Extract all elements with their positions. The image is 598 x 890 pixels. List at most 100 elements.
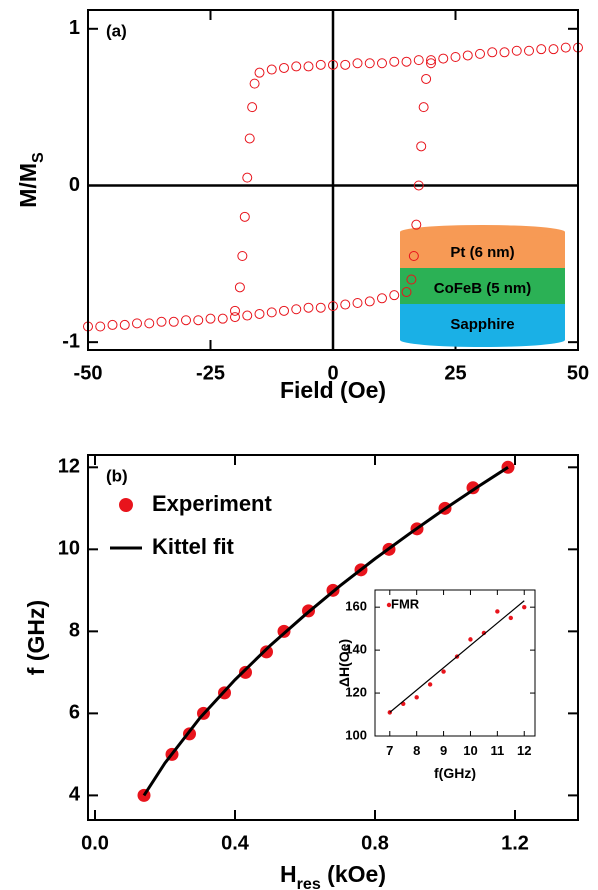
data-point	[468, 637, 473, 642]
data-point	[266, 64, 277, 75]
y-tick-label: 8	[69, 620, 80, 642]
x-tick-label: 11	[490, 743, 504, 758]
layer	[400, 268, 565, 304]
data-point	[249, 78, 260, 89]
legend-swatch	[386, 602, 392, 608]
data-point	[260, 645, 273, 659]
data-point	[95, 321, 106, 332]
data-point	[303, 302, 314, 313]
y-tick-label: 10	[58, 538, 80, 560]
data-point	[560, 42, 571, 53]
data-point	[418, 102, 429, 113]
data-point	[279, 305, 289, 316]
data-point	[364, 296, 375, 307]
data-point	[413, 55, 424, 66]
data-point	[408, 250, 419, 261]
x-tick-label: 8	[413, 743, 420, 758]
data-point	[389, 290, 400, 301]
data-point	[242, 310, 253, 321]
data-point	[328, 59, 338, 70]
layer-label: Pt (6 nm)	[450, 244, 514, 261]
data-point	[524, 45, 534, 56]
axis-label-part: ΔH(Oe)	[336, 639, 352, 687]
layer-label: Sapphire	[450, 316, 514, 333]
data-point	[508, 615, 513, 621]
axis-label: Field (Oe)	[280, 377, 386, 403]
data-point	[340, 59, 351, 70]
data-point	[279, 62, 289, 73]
data-point	[401, 287, 412, 298]
data-point	[230, 305, 240, 316]
data-point	[364, 58, 375, 69]
axis-label: M/MS	[15, 152, 47, 208]
axis-label-part: f(GHz)	[434, 765, 476, 781]
x-tick-label: 9	[440, 743, 447, 758]
y-tick-label: 12	[58, 456, 80, 478]
y-tick-label: 160	[345, 599, 367, 614]
panel-label: (b)	[106, 466, 128, 485]
data-point	[421, 73, 432, 84]
data-point	[450, 52, 461, 63]
legend-swatch	[119, 498, 133, 512]
data-point	[254, 308, 265, 319]
x-tick-label: 10	[463, 743, 477, 758]
axis-label: Hres (kOe)	[280, 861, 386, 890]
data-point	[328, 301, 338, 312]
axis-label-part: f (GHz)	[23, 600, 49, 675]
data-point	[168, 316, 179, 327]
x-tick-label: -25	[196, 362, 225, 384]
data-point	[352, 297, 363, 308]
data-point	[266, 307, 277, 318]
data-point	[414, 695, 419, 700]
axis-label-part: S	[29, 152, 47, 163]
plot-frame	[87, 454, 579, 821]
y-tick-label: 120	[345, 684, 367, 699]
data-point	[487, 47, 498, 58]
data-point	[536, 44, 547, 55]
data-point	[377, 293, 387, 304]
x-tick-label: 0.8	[361, 832, 389, 854]
data-point	[401, 56, 412, 67]
data-point	[291, 61, 302, 72]
data-point	[254, 67, 265, 78]
axis-label-part: H	[280, 861, 297, 887]
data-point	[426, 55, 436, 66]
data-point	[237, 250, 248, 261]
data-point	[291, 304, 302, 315]
data-point	[181, 315, 191, 326]
fit-line	[142, 466, 509, 797]
data-point	[303, 61, 314, 72]
y-tick-label: 100	[345, 727, 367, 742]
data-point	[156, 316, 167, 327]
data-point	[495, 609, 500, 614]
plot-frame	[87, 9, 579, 351]
axis-label-part: Field (Oe)	[280, 377, 386, 403]
data-point	[193, 315, 204, 326]
x-tick-label: 1.2	[501, 832, 529, 854]
y-tick-label: 140	[345, 642, 367, 657]
x-tick-label: 0.0	[81, 832, 109, 854]
axis-label: f (GHz)	[23, 600, 49, 675]
y-tick-label: 6	[69, 702, 80, 724]
data-point	[352, 58, 363, 69]
data-point	[426, 58, 436, 69]
axis-label-part: (kOe)	[321, 861, 386, 887]
legend-label: FMR	[391, 596, 420, 611]
x-tick-label: 0.4	[221, 832, 250, 854]
data-point	[475, 48, 485, 59]
data-point	[230, 312, 240, 323]
data-point	[511, 45, 522, 56]
axis-label-part: M/M	[15, 163, 41, 208]
data-point	[377, 58, 387, 69]
data-point	[315, 302, 326, 313]
layer-label: CoFeB (5 nm)	[434, 280, 532, 297]
x-tick-label: 12	[517, 743, 531, 758]
data-point	[427, 682, 433, 687]
data-point	[234, 282, 245, 293]
legend-label: Kittel fit	[152, 534, 235, 559]
data-point	[340, 299, 351, 310]
data-point	[438, 53, 449, 64]
data-point	[389, 56, 400, 67]
x-tick-label: 7	[386, 743, 393, 758]
